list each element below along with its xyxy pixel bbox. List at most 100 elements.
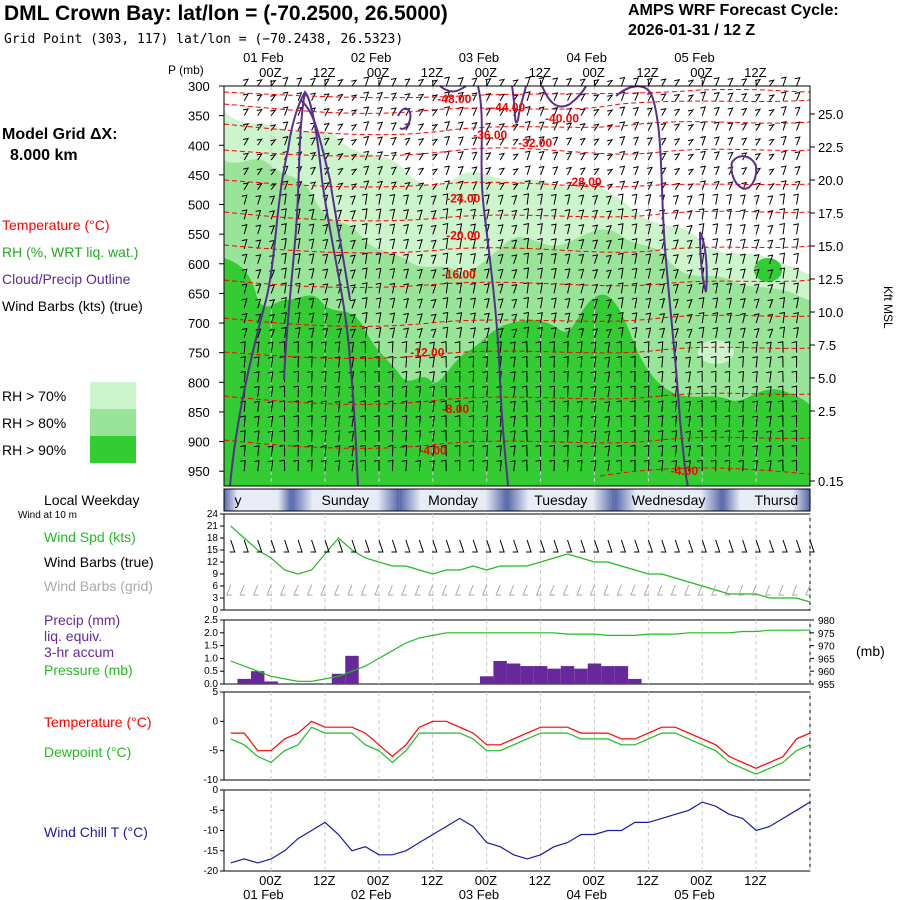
wind-barb	[523, 222, 530, 235]
wind-barb	[377, 136, 384, 146]
wind-barb	[496, 459, 502, 472]
wind-barb	[521, 341, 528, 353]
wind-barb	[293, 459, 299, 472]
wind-barb	[360, 400, 366, 412]
wind-barb	[267, 386, 274, 398]
wind-barb	[389, 282, 396, 294]
wind-barb	[713, 106, 720, 116]
wind-barb	[256, 138, 263, 146]
wind-barb	[549, 444, 555, 457]
panel-y-tick-label: -10	[204, 826, 219, 837]
wind-barb	[563, 459, 569, 472]
wind-barb	[293, 385, 299, 398]
wind-barb	[294, 253, 301, 264]
wind-barb-grid	[549, 584, 556, 596]
wind-barb	[442, 311, 449, 324]
wind-barb	[616, 385, 622, 398]
wind-barb	[685, 356, 692, 368]
temperature-contour-label: -48.00	[437, 92, 471, 106]
weekday-label: Monday	[428, 492, 478, 508]
wind-barb	[322, 283, 329, 294]
wind-barb	[592, 224, 599, 235]
wind-barb	[768, 123, 775, 131]
kft-tick-label: 22.5	[818, 140, 843, 155]
wind-barb	[510, 356, 516, 368]
wind-barb	[791, 341, 798, 353]
top-time-label: 00Z	[582, 65, 604, 80]
wind-barb	[551, 297, 557, 309]
wind-barb	[350, 328, 356, 339]
wind-barb	[418, 123, 425, 131]
wind-barb	[240, 430, 246, 442]
dewpoint-label: Dewpoint (°C)	[44, 744, 132, 760]
wind-barb	[457, 136, 464, 146]
wind-barb	[363, 165, 370, 176]
wind-barb	[698, 326, 705, 338]
wind-barb	[440, 415, 447, 427]
wind-barb-grid	[441, 584, 448, 596]
wind-barb	[524, 165, 531, 176]
wind-barb	[643, 400, 650, 412]
weekday-segment	[506, 489, 615, 511]
wind-barb-grid	[279, 584, 286, 596]
wind-barb	[738, 459, 745, 472]
wind-barb	[740, 194, 746, 205]
wind-barb	[755, 108, 762, 116]
wind-barb	[281, 267, 287, 279]
wind-barb	[403, 253, 409, 264]
wind-barb	[415, 430, 422, 442]
wind-barb	[456, 193, 463, 205]
bottom-time-label: 00Z	[582, 873, 604, 888]
wind-barb	[512, 153, 519, 161]
bottom-date-label: 01 Feb	[243, 887, 283, 900]
wind-barb	[793, 312, 799, 324]
wind-barb	[360, 429, 366, 442]
wind-barb	[456, 267, 463, 279]
wind-barb	[607, 109, 614, 116]
wind-barb	[377, 151, 384, 161]
wind-barb	[617, 267, 624, 279]
wind-barb-true	[364, 539, 371, 553]
cloud-outline	[229, 85, 758, 487]
wind-barb	[255, 328, 262, 339]
wind-barb	[631, 223, 638, 235]
wind-barb	[267, 400, 274, 413]
wind-barb	[307, 370, 313, 383]
wind-barb	[511, 254, 518, 264]
wind-barb	[738, 400, 745, 412]
wind-barb	[417, 209, 423, 220]
wind-barb	[401, 415, 408, 427]
panel-y-tick-label: 15	[207, 545, 219, 556]
wind-barb	[320, 370, 327, 383]
wind-barb	[374, 341, 380, 353]
wind-barb	[429, 430, 435, 442]
temperature-contour-label: -16.00	[442, 267, 476, 281]
wind-barb	[726, 238, 732, 250]
wind-barb	[791, 459, 798, 472]
top-time-label: 12Z	[744, 65, 766, 80]
wind-barb	[497, 283, 504, 294]
panel-frame	[223, 513, 811, 611]
wind-barb	[308, 327, 315, 338]
precip-bar	[520, 666, 534, 684]
wind-barb	[417, 239, 423, 250]
wind-barb-true	[755, 539, 761, 553]
precip-bar	[614, 666, 629, 684]
wind-barb	[255, 209, 262, 220]
wind-barb	[363, 180, 370, 190]
wind-barb	[766, 356, 772, 368]
wind-barb	[337, 123, 344, 131]
wind-barb	[766, 341, 772, 353]
wind-barb	[633, 77, 640, 87]
weekday-label: Tuesday	[534, 492, 587, 508]
wind-speed-label: Wind Spd (kts)	[44, 529, 136, 545]
wind-barb	[633, 106, 640, 116]
wind-barb	[630, 355, 636, 368]
wind-barb	[511, 209, 518, 220]
wind-barb	[524, 120, 531, 131]
wind-barb	[468, 400, 475, 412]
wind-barb	[619, 106, 626, 116]
wind-barb	[549, 370, 555, 383]
wind-barb	[578, 224, 585, 235]
wind-barb	[350, 313, 356, 324]
